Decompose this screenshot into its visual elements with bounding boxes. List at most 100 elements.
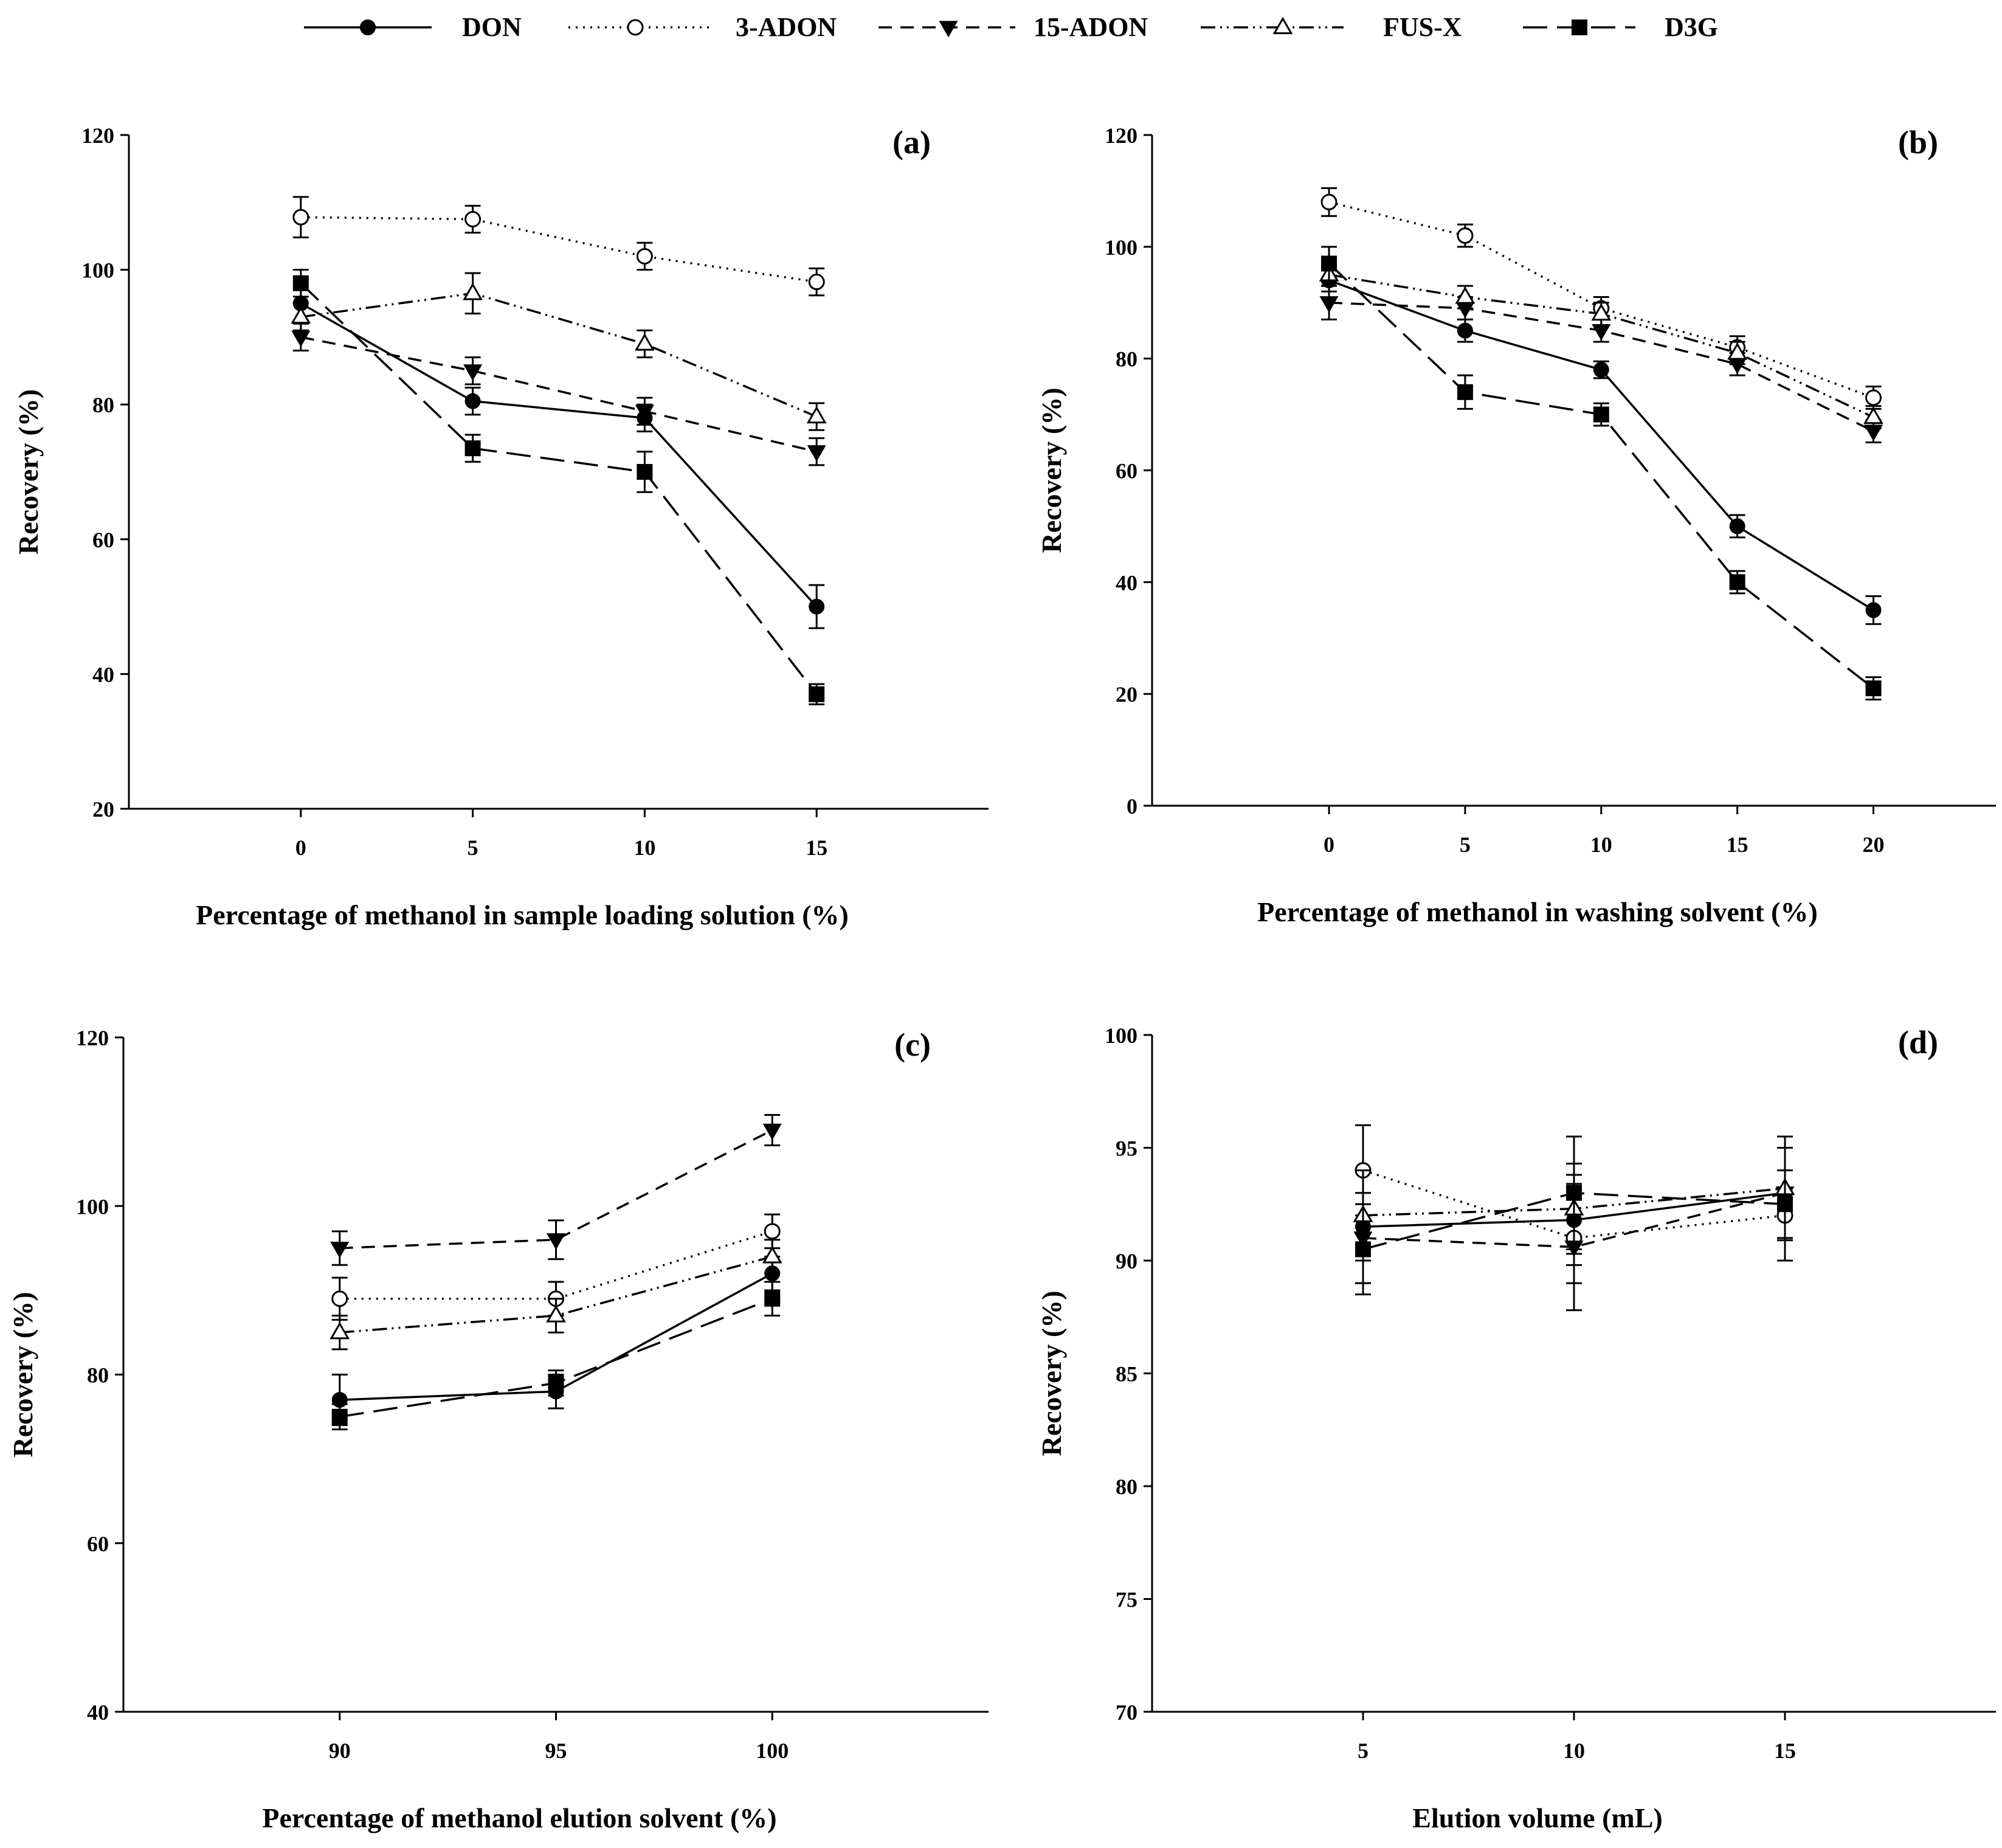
point-fus-x bbox=[546, 1305, 566, 1323]
y-tick-label: 40 bbox=[92, 662, 114, 687]
point-fus-x bbox=[806, 406, 827, 424]
point-d3g bbox=[637, 464, 653, 480]
y-tick-label: 100 bbox=[81, 258, 114, 283]
x-tick-label: 5 bbox=[1358, 1739, 1369, 1763]
series-3-adon bbox=[292, 196, 825, 297]
y-tick-label: 20 bbox=[1116, 682, 1137, 707]
x-tick-label: 90 bbox=[329, 1739, 351, 1763]
y-tick-label: 80 bbox=[92, 393, 114, 417]
x-tick-label: 15 bbox=[1727, 832, 1748, 857]
point-d3g bbox=[1729, 574, 1745, 590]
y-tick-label: 100 bbox=[1105, 1023, 1137, 1048]
x-tick-label: 0 bbox=[295, 836, 306, 860]
panel-c: 40 60 80 100 120 90 95 100 Percentage of methano… bbox=[7, 1026, 989, 1833]
x-axis-label: Percentage of methanol elution solvent (… bbox=[262, 1802, 776, 1833]
point-d3g bbox=[809, 686, 825, 702]
point-15-adon bbox=[546, 1233, 566, 1250]
x-axis-label: Percentage of methanol in sample loading… bbox=[196, 899, 849, 930]
legend-label-d3g: D3G bbox=[1665, 12, 1718, 42]
point-fus-x bbox=[330, 1321, 350, 1340]
point-d3g bbox=[292, 275, 309, 291]
y-tick-label: 70 bbox=[1116, 1700, 1137, 1725]
panel-label: (a) bbox=[892, 124, 931, 161]
point-fus-x bbox=[291, 306, 311, 324]
point-15-adon bbox=[762, 1123, 782, 1140]
series-line-3-adon bbox=[300, 216, 817, 283]
series-line-fus-x bbox=[1328, 274, 1874, 418]
point-15-adon bbox=[330, 1241, 350, 1258]
series-don bbox=[292, 285, 825, 629]
x-tick-label: 95 bbox=[545, 1739, 567, 1763]
point-fus-x bbox=[762, 1246, 782, 1264]
x-tick-label: 10 bbox=[1590, 832, 1612, 857]
x-tick-label: 15 bbox=[1774, 1739, 1796, 1763]
x-axis-label: Elution volume (mL) bbox=[1412, 1802, 1662, 1833]
series-3-adon bbox=[331, 1213, 781, 1321]
open-triangle-up-icon bbox=[1272, 16, 1293, 35]
open-circle-icon bbox=[627, 19, 644, 36]
point-15-adon bbox=[1319, 296, 1339, 313]
point-don bbox=[1865, 602, 1882, 618]
panel-b: 0 20 40 60 80 100 120 0 5 10 15 20 Percentage of met… bbox=[1036, 123, 1996, 927]
point-don bbox=[464, 393, 481, 409]
point-don bbox=[1593, 362, 1609, 378]
point-d3g bbox=[331, 1408, 348, 1425]
legend-entry-3-adon: 3-ADON bbox=[568, 12, 837, 42]
point-d3g bbox=[548, 1375, 564, 1391]
point-3-adon bbox=[292, 209, 309, 226]
point-3-adon bbox=[636, 247, 653, 265]
x-axis-label: Percentage of methanol in washing solven… bbox=[1257, 896, 1818, 927]
y-tick-label: 80 bbox=[1116, 347, 1137, 372]
filled-square-icon bbox=[1572, 19, 1587, 35]
panel-a: 20 40 60 80 100 120 0 5 10 15 Percentage of methan… bbox=[13, 123, 989, 930]
y-tick-label: 20 bbox=[92, 797, 114, 822]
point-d3g bbox=[1355, 1241, 1371, 1258]
y-tick-label: 120 bbox=[76, 1026, 109, 1050]
point-3-adon bbox=[331, 1290, 348, 1307]
x-tick-label: 20 bbox=[1863, 832, 1885, 857]
point-3-adon bbox=[1457, 227, 1474, 244]
series-d3g bbox=[331, 1281, 781, 1431]
x-tick-label: 5 bbox=[1460, 832, 1471, 857]
y-tick-label: 60 bbox=[87, 1532, 109, 1556]
point-d3g bbox=[764, 1290, 781, 1307]
point-fus-x bbox=[1863, 406, 1883, 424]
legend-entry-d3g: D3G bbox=[1523, 12, 1718, 42]
series-fus-x bbox=[1319, 262, 1883, 430]
point-fus-x bbox=[1591, 303, 1612, 321]
y-tick-label: 0 bbox=[1127, 794, 1137, 818]
y-tick-label: 40 bbox=[1116, 570, 1137, 595]
y-tick-label: 95 bbox=[1116, 1137, 1137, 1161]
y-tick-label: 80 bbox=[87, 1363, 109, 1388]
point-fus-x bbox=[635, 333, 655, 351]
legend: DON 3-ADON 15-ADON FUS-X D3G bbox=[304, 12, 1718, 42]
legend-entry-fus-x: FUS-X bbox=[1201, 12, 1462, 42]
series-d3g bbox=[292, 269, 825, 705]
x-tick-label: 5 bbox=[468, 836, 478, 860]
legend-label-don: DON bbox=[462, 12, 522, 42]
y-axis-label: Recovery (%) bbox=[13, 389, 44, 555]
y-tick-label: 120 bbox=[1105, 123, 1137, 148]
point-don bbox=[1457, 322, 1473, 339]
point-3-adon bbox=[464, 211, 482, 227]
point-3-adon bbox=[1320, 193, 1338, 210]
point-don bbox=[809, 598, 825, 615]
x-tick-label: 100 bbox=[756, 1739, 789, 1763]
point-d3g bbox=[1777, 1196, 1793, 1213]
legend-label-3-adon: 3-ADON bbox=[736, 12, 837, 42]
panel-d: 70 75 80 85 90 95 100 5 10 15 Elution volume (mL) R… bbox=[1036, 1023, 1996, 1833]
point-don bbox=[1729, 518, 1745, 535]
series-d3g bbox=[1355, 1135, 1793, 1296]
point-d3g bbox=[1321, 255, 1338, 272]
series-line-15-adon bbox=[1362, 1192, 1786, 1248]
series-d3g bbox=[1321, 246, 1882, 701]
point-15-adon bbox=[635, 404, 654, 421]
legend-label-fus-x: FUS-X bbox=[1383, 12, 1462, 42]
x-tick-label: 0 bbox=[1324, 832, 1334, 857]
panel-label: (d) bbox=[1898, 1024, 1938, 1061]
point-15-adon bbox=[807, 445, 826, 462]
point-3-adon bbox=[764, 1223, 781, 1240]
x-tick-label: 10 bbox=[1563, 1739, 1585, 1763]
